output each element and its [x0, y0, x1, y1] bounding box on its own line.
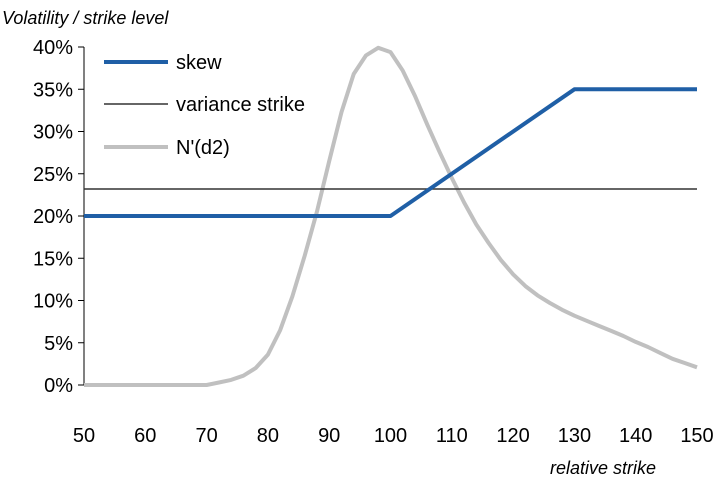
- x-tick-label: 60: [134, 425, 156, 447]
- x-axis-title: relative strike: [550, 458, 656, 478]
- series-line-2: [84, 45, 698, 387]
- x-tick-label: 120: [496, 425, 529, 447]
- x-tick-label: 140: [619, 425, 652, 447]
- x-tick-label: 50: [73, 425, 95, 447]
- axes: 0% 5% 10% 15% 20% 25% 30% 35% 40% 50 60 70 80 90 100 11…: [33, 37, 714, 447]
- y-tick-label: 25%: [33, 164, 73, 186]
- y-tick-label: 35%: [33, 79, 73, 101]
- y-tick-label: 40%: [33, 37, 73, 59]
- x-tick-label: 80: [257, 425, 279, 447]
- series-line-0: [84, 87, 697, 218]
- x-tick-label: 100: [374, 425, 407, 447]
- legend-label-0: skew: [176, 52, 222, 74]
- legend-label-1: variance strike: [176, 94, 305, 116]
- y-tick-label: 0%: [44, 375, 73, 397]
- y-tick-label: 5%: [44, 333, 73, 355]
- y-tick-label: 30%: [33, 122, 73, 144]
- x-tick-label: 150: [680, 425, 713, 447]
- x-tick-label: 90: [318, 425, 340, 447]
- x-tick-label: 70: [195, 425, 217, 447]
- y-tick-label: 15%: [33, 248, 73, 270]
- y-tick-label: 20%: [33, 206, 73, 228]
- legend-label-2: N'(d2): [176, 137, 230, 159]
- y-tick-label: 10%: [33, 291, 73, 313]
- y-axis-title: Volatility / strike level: [2, 8, 169, 28]
- x-tick-label: 110: [436, 425, 468, 447]
- x-tick-label: 130: [558, 425, 591, 447]
- series-layer: [84, 45, 698, 387]
- legend: skew variance strike N'(d2): [104, 52, 305, 159]
